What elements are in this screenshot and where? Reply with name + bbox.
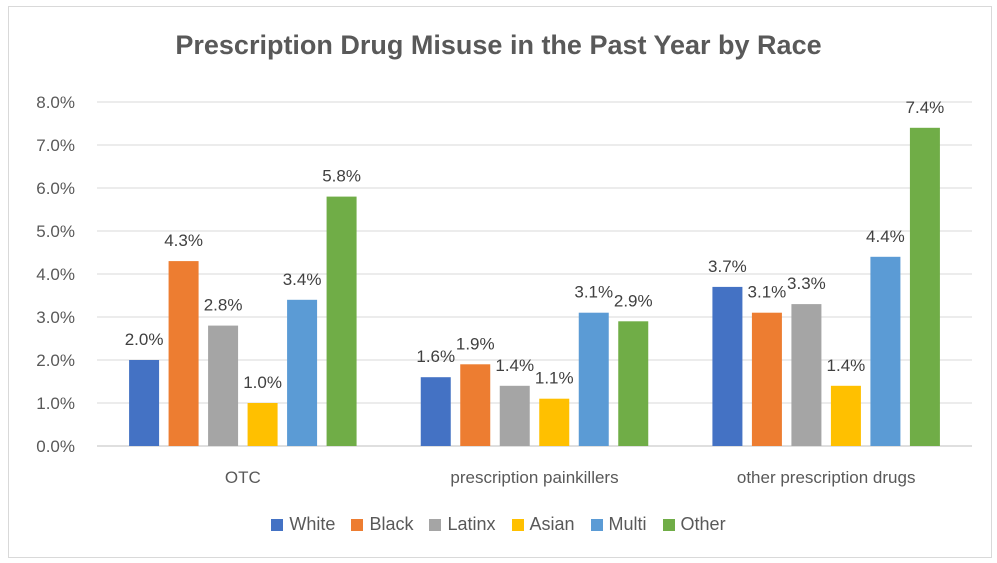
data-label: 5.8%	[322, 167, 361, 186]
bar-latinx	[791, 304, 822, 446]
data-label: 1.0%	[243, 373, 282, 392]
legend-swatch	[662, 518, 675, 531]
legend-item-other: Other	[662, 514, 726, 535]
bar-black	[460, 364, 491, 446]
legend-label: Asian	[529, 514, 575, 534]
data-label: 7.4%	[906, 98, 945, 117]
legend-swatch	[351, 518, 364, 531]
x-category-label: other prescription drugs	[737, 468, 916, 487]
y-tick-label: 0.0%	[36, 437, 75, 456]
y-tick-label: 6.0%	[36, 179, 75, 198]
legend-label: Latinx	[447, 514, 496, 534]
legend-item-white: White	[271, 514, 335, 535]
legend-swatch	[590, 518, 603, 531]
bar-multi	[870, 256, 901, 446]
bar-other	[326, 196, 357, 446]
legend-swatch	[511, 518, 524, 531]
legend: White Black Latinx Asian Multi Other	[0, 514, 997, 535]
data-label: 3.7%	[708, 257, 747, 276]
y-tick-label: 5.0%	[36, 222, 75, 241]
legend-item-black: Black	[351, 514, 413, 535]
data-label: 1.6%	[416, 347, 455, 366]
x-axis: OTC prescription painkillers other prescri…	[225, 468, 916, 487]
bar-asian	[247, 403, 278, 446]
legend-swatch	[429, 518, 442, 531]
x-category-label: OTC	[225, 468, 261, 487]
bar-multi	[287, 299, 318, 446]
x-category-label: prescription painkillers	[450, 468, 618, 487]
legend-label: White	[289, 514, 336, 534]
bar-white	[712, 286, 743, 446]
legend-item-multi: Multi	[590, 514, 647, 535]
data-label: 2.8%	[204, 296, 243, 315]
chart-title: Prescription Drug Misuse in the Past Yea…	[175, 30, 822, 60]
y-tick-label: 3.0%	[36, 308, 75, 327]
data-label: 1.4%	[827, 356, 866, 375]
y-tick-label: 7.0%	[36, 136, 75, 155]
bar-latinx	[208, 325, 239, 446]
bar-asian	[539, 398, 570, 446]
data-label: 1.1%	[535, 369, 574, 388]
bar-white	[129, 360, 160, 446]
data-label: 3.4%	[283, 270, 322, 289]
bar-white	[420, 377, 451, 446]
data-label: 1.9%	[456, 334, 495, 353]
gridlines	[97, 101, 972, 447]
y-tick-label: 1.0%	[36, 394, 75, 413]
data-label: 2.9%	[614, 291, 653, 310]
data-label: 4.4%	[866, 227, 905, 246]
data-label: 4.3%	[164, 231, 203, 250]
bar-other	[618, 321, 649, 446]
legend-item-asian: Asian	[511, 514, 575, 535]
bar-other	[909, 127, 940, 447]
legend-label: Multi	[608, 514, 647, 534]
bar-black	[751, 312, 782, 446]
bar-multi	[578, 312, 609, 446]
bar-asian	[830, 385, 861, 446]
y-tick-label: 2.0%	[36, 351, 75, 370]
legend-item-latinx: Latinx	[429, 514, 496, 535]
data-labels: 2.0%4.3%2.8%1.0%3.4%5.8%1.6%1.9%1.4%1.1%…	[125, 98, 945, 392]
data-label: 1.4%	[495, 356, 534, 375]
y-tick-label: 4.0%	[36, 265, 75, 284]
data-label: 2.0%	[125, 330, 164, 349]
legend-label: Other	[680, 514, 726, 534]
y-tick-label: 8.0%	[36, 93, 75, 112]
data-label: 3.1%	[574, 283, 613, 302]
legend-swatch	[271, 518, 284, 531]
y-axis: 0.0% 1.0% 2.0% 3.0% 4.0% 5.0% 6.0% 7.0% 8.0%	[36, 93, 75, 456]
bar-latinx	[499, 385, 530, 446]
data-label: 3.1%	[748, 283, 787, 302]
bar-black	[168, 261, 199, 446]
data-label: 3.3%	[787, 274, 826, 293]
bars	[129, 127, 940, 447]
legend-label: Black	[369, 514, 414, 534]
